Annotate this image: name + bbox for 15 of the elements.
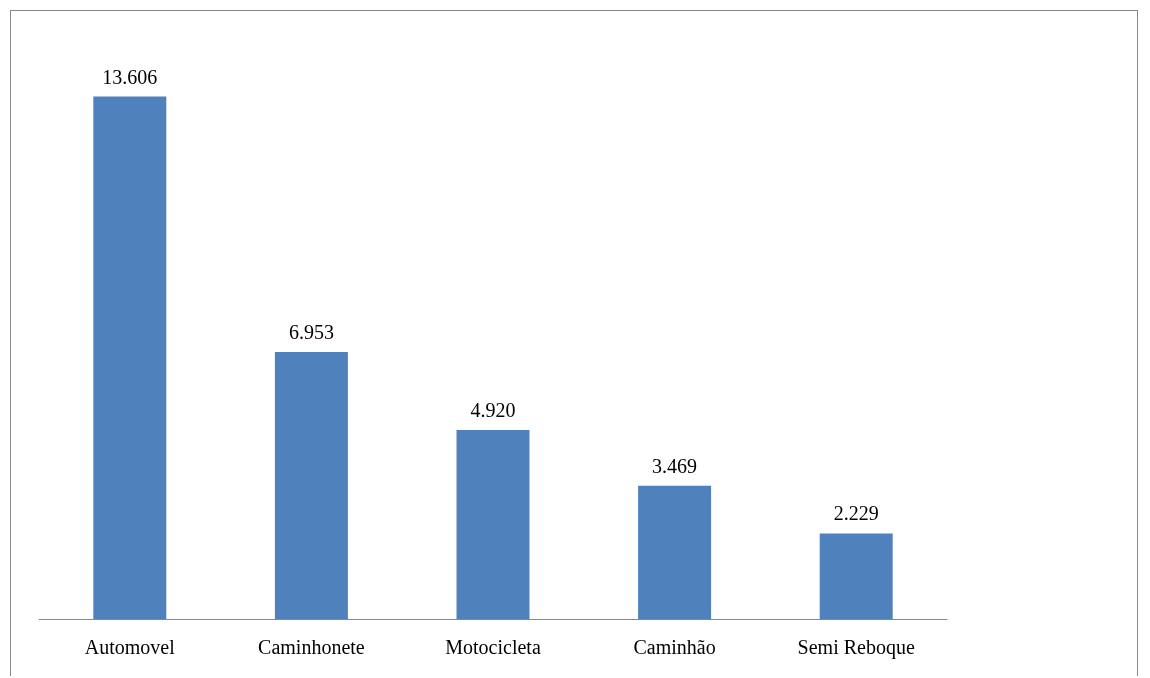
data-label: 3.469 [652,454,698,477]
data-label: 4.920 [470,399,516,422]
x-tick-label: Semi Reboque [797,636,915,659]
bar [274,352,348,619]
bar [93,96,167,619]
data-label: 6.953 [288,321,334,343]
x-tick-label: Automovel [84,636,176,658]
x-tick-label: Caminhonete [258,636,365,658]
bar [638,485,712,619]
bar [819,533,893,619]
bar [456,430,530,619]
x-tick-label: Motocicleta [445,636,541,658]
data-label: 2.229 [833,502,879,525]
data-label: 13.606 [102,65,158,88]
x-tick-label: Caminhão [633,636,716,658]
